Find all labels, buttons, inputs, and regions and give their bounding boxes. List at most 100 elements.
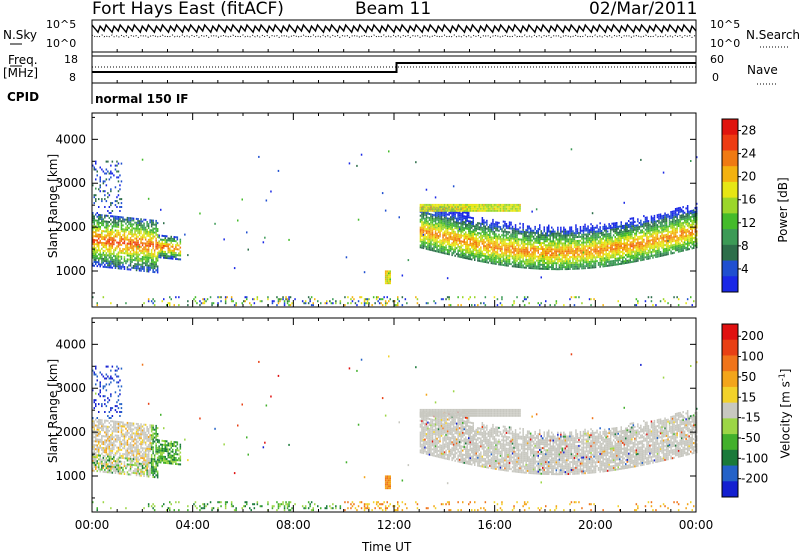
power-cell [492,256,494,259]
power-cell [543,252,545,255]
power-cell [104,216,106,219]
power-cell [434,205,437,208]
power-cell [674,219,677,222]
power-cell [526,255,529,257]
power-cell [591,240,594,243]
power-cell [596,242,598,245]
power-cell [667,241,669,244]
power-cell [475,225,477,228]
power-cell [150,266,153,269]
power-cell [628,243,630,246]
power-cell [451,214,453,217]
power-cell [608,262,610,265]
power-cell [152,245,154,248]
power-cell [471,230,473,233]
power-cell [492,242,494,245]
power-cell [665,251,668,254]
power-cell [632,225,635,228]
power-cell [540,234,542,237]
power-cell [178,296,180,299]
power-cell [427,228,429,231]
power-cell [93,245,95,248]
power-cell [591,254,594,257]
power-cell [499,235,502,238]
power-cell [138,220,141,223]
power-cell [529,263,532,266]
power-cell [99,265,101,268]
power-cell [548,228,550,231]
power-cell [554,234,556,237]
power-cell [555,266,558,269]
power-cell [535,245,538,248]
power-cell [662,240,665,243]
power-cell [463,237,465,239]
power-cell [516,207,518,210]
power-cell [129,246,132,249]
power-cell [203,298,206,301]
power-cell [484,209,487,212]
power-cell [558,238,561,241]
power-cell [449,218,452,221]
power-cell [160,250,162,253]
power-cell [575,255,577,258]
power-cell [128,221,130,223]
power-cell [629,221,632,224]
power-cell [526,227,529,230]
power-cell [474,249,476,252]
power-cell [609,230,612,233]
power-cell [147,244,150,247]
power-cell [161,250,163,253]
power-cell [119,247,121,250]
power-cell [125,246,127,249]
power-cell [111,258,114,261]
power-cell [176,236,179,239]
power-cell [472,237,474,239]
power-cell [388,272,390,275]
power-cell [483,219,485,222]
power-cell [484,221,487,224]
power-cell [135,245,138,248]
power-cell [632,231,635,233]
power-cell [147,240,150,243]
power-cell [156,267,159,270]
power-cell [628,251,630,254]
power-cell [483,227,485,230]
power-cell [652,223,654,226]
power-cell [111,246,114,249]
power-cell [247,248,249,251]
power-cell [475,249,477,252]
power-cell [477,259,479,262]
power-cell [587,241,589,244]
power-cell [640,223,642,226]
power-cell [551,252,553,255]
power-cell [572,265,574,268]
power-cell [389,278,391,281]
power-cell [92,184,94,187]
power-cell [650,227,653,230]
power-cell [656,241,659,244]
power-cell [605,241,607,244]
power-cell [649,233,651,236]
power-cell [452,214,455,217]
power-cell [116,245,118,248]
power-cell [455,219,458,222]
power-cell [593,298,595,301]
power-cell [128,268,130,271]
power-cell [581,251,583,254]
power-cell [96,170,98,173]
power-cell [478,244,481,247]
power-cell [517,240,520,243]
power-cell [156,243,159,246]
power-cell [588,241,591,244]
power-cell [566,250,568,253]
power-cell [153,235,156,238]
power-cell [108,248,111,251]
power-cell [389,282,391,285]
power-cell [606,253,609,255]
power-cell [147,242,150,245]
power-cell [623,252,625,255]
power-cell [138,249,141,252]
power-cell [526,253,529,255]
power-cell [119,210,121,212]
power-cell [153,223,156,226]
